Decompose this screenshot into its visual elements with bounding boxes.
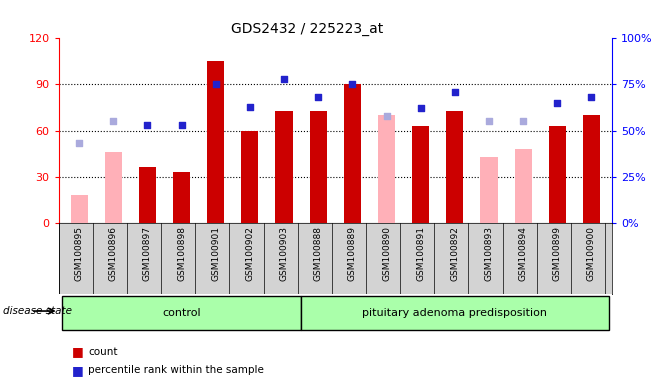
Text: GSM100899: GSM100899 xyxy=(553,226,562,281)
Text: percentile rank within the sample: percentile rank within the sample xyxy=(88,365,264,375)
Bar xyxy=(378,115,395,223)
Point xyxy=(245,104,255,110)
Bar xyxy=(275,111,292,223)
Text: GSM100901: GSM100901 xyxy=(211,226,220,281)
Bar xyxy=(62,296,301,330)
Text: GSM100895: GSM100895 xyxy=(75,226,83,281)
Bar xyxy=(412,126,429,223)
Text: ■: ■ xyxy=(72,382,83,384)
Bar xyxy=(447,111,464,223)
Text: GSM100888: GSM100888 xyxy=(314,226,323,281)
Point xyxy=(484,118,494,124)
Bar xyxy=(105,152,122,223)
Bar xyxy=(344,84,361,223)
Point xyxy=(381,113,392,119)
Text: GSM100897: GSM100897 xyxy=(143,226,152,281)
Point xyxy=(74,141,84,147)
Text: GSM100900: GSM100900 xyxy=(587,226,596,281)
Text: disease state: disease state xyxy=(3,306,72,316)
Point xyxy=(210,81,221,88)
Text: ■: ■ xyxy=(72,345,83,358)
Point xyxy=(587,94,597,101)
Text: pituitary adenoma predisposition: pituitary adenoma predisposition xyxy=(363,308,547,318)
Text: GSM100891: GSM100891 xyxy=(416,226,425,281)
Text: GSM100894: GSM100894 xyxy=(519,226,527,281)
Bar xyxy=(310,111,327,223)
Bar xyxy=(70,195,88,223)
Text: GSM100896: GSM100896 xyxy=(109,226,118,281)
Text: GSM100903: GSM100903 xyxy=(279,226,288,281)
Bar xyxy=(583,115,600,223)
Point xyxy=(415,105,426,111)
Text: ■: ■ xyxy=(72,364,83,377)
Point xyxy=(552,100,562,106)
Point xyxy=(142,122,152,128)
Bar xyxy=(301,296,609,330)
Text: GSM100898: GSM100898 xyxy=(177,226,186,281)
Text: GSM100889: GSM100889 xyxy=(348,226,357,281)
Text: GSM100902: GSM100902 xyxy=(245,226,255,281)
Text: GSM100892: GSM100892 xyxy=(450,226,460,281)
Point xyxy=(313,94,324,101)
Bar xyxy=(242,131,258,223)
Bar xyxy=(173,172,190,223)
Bar xyxy=(139,167,156,223)
Bar xyxy=(207,61,224,223)
Text: count: count xyxy=(88,347,117,357)
Point xyxy=(279,76,289,82)
Point xyxy=(518,118,529,124)
Title: GDS2432 / 225223_at: GDS2432 / 225223_at xyxy=(232,22,383,36)
Text: GSM100890: GSM100890 xyxy=(382,226,391,281)
Bar xyxy=(514,149,532,223)
Text: GSM100893: GSM100893 xyxy=(484,226,493,281)
Point xyxy=(108,118,118,124)
Bar xyxy=(480,157,497,223)
Text: control: control xyxy=(162,308,201,318)
Point xyxy=(347,81,357,88)
Point xyxy=(176,122,187,128)
Bar xyxy=(549,126,566,223)
Point xyxy=(450,89,460,95)
